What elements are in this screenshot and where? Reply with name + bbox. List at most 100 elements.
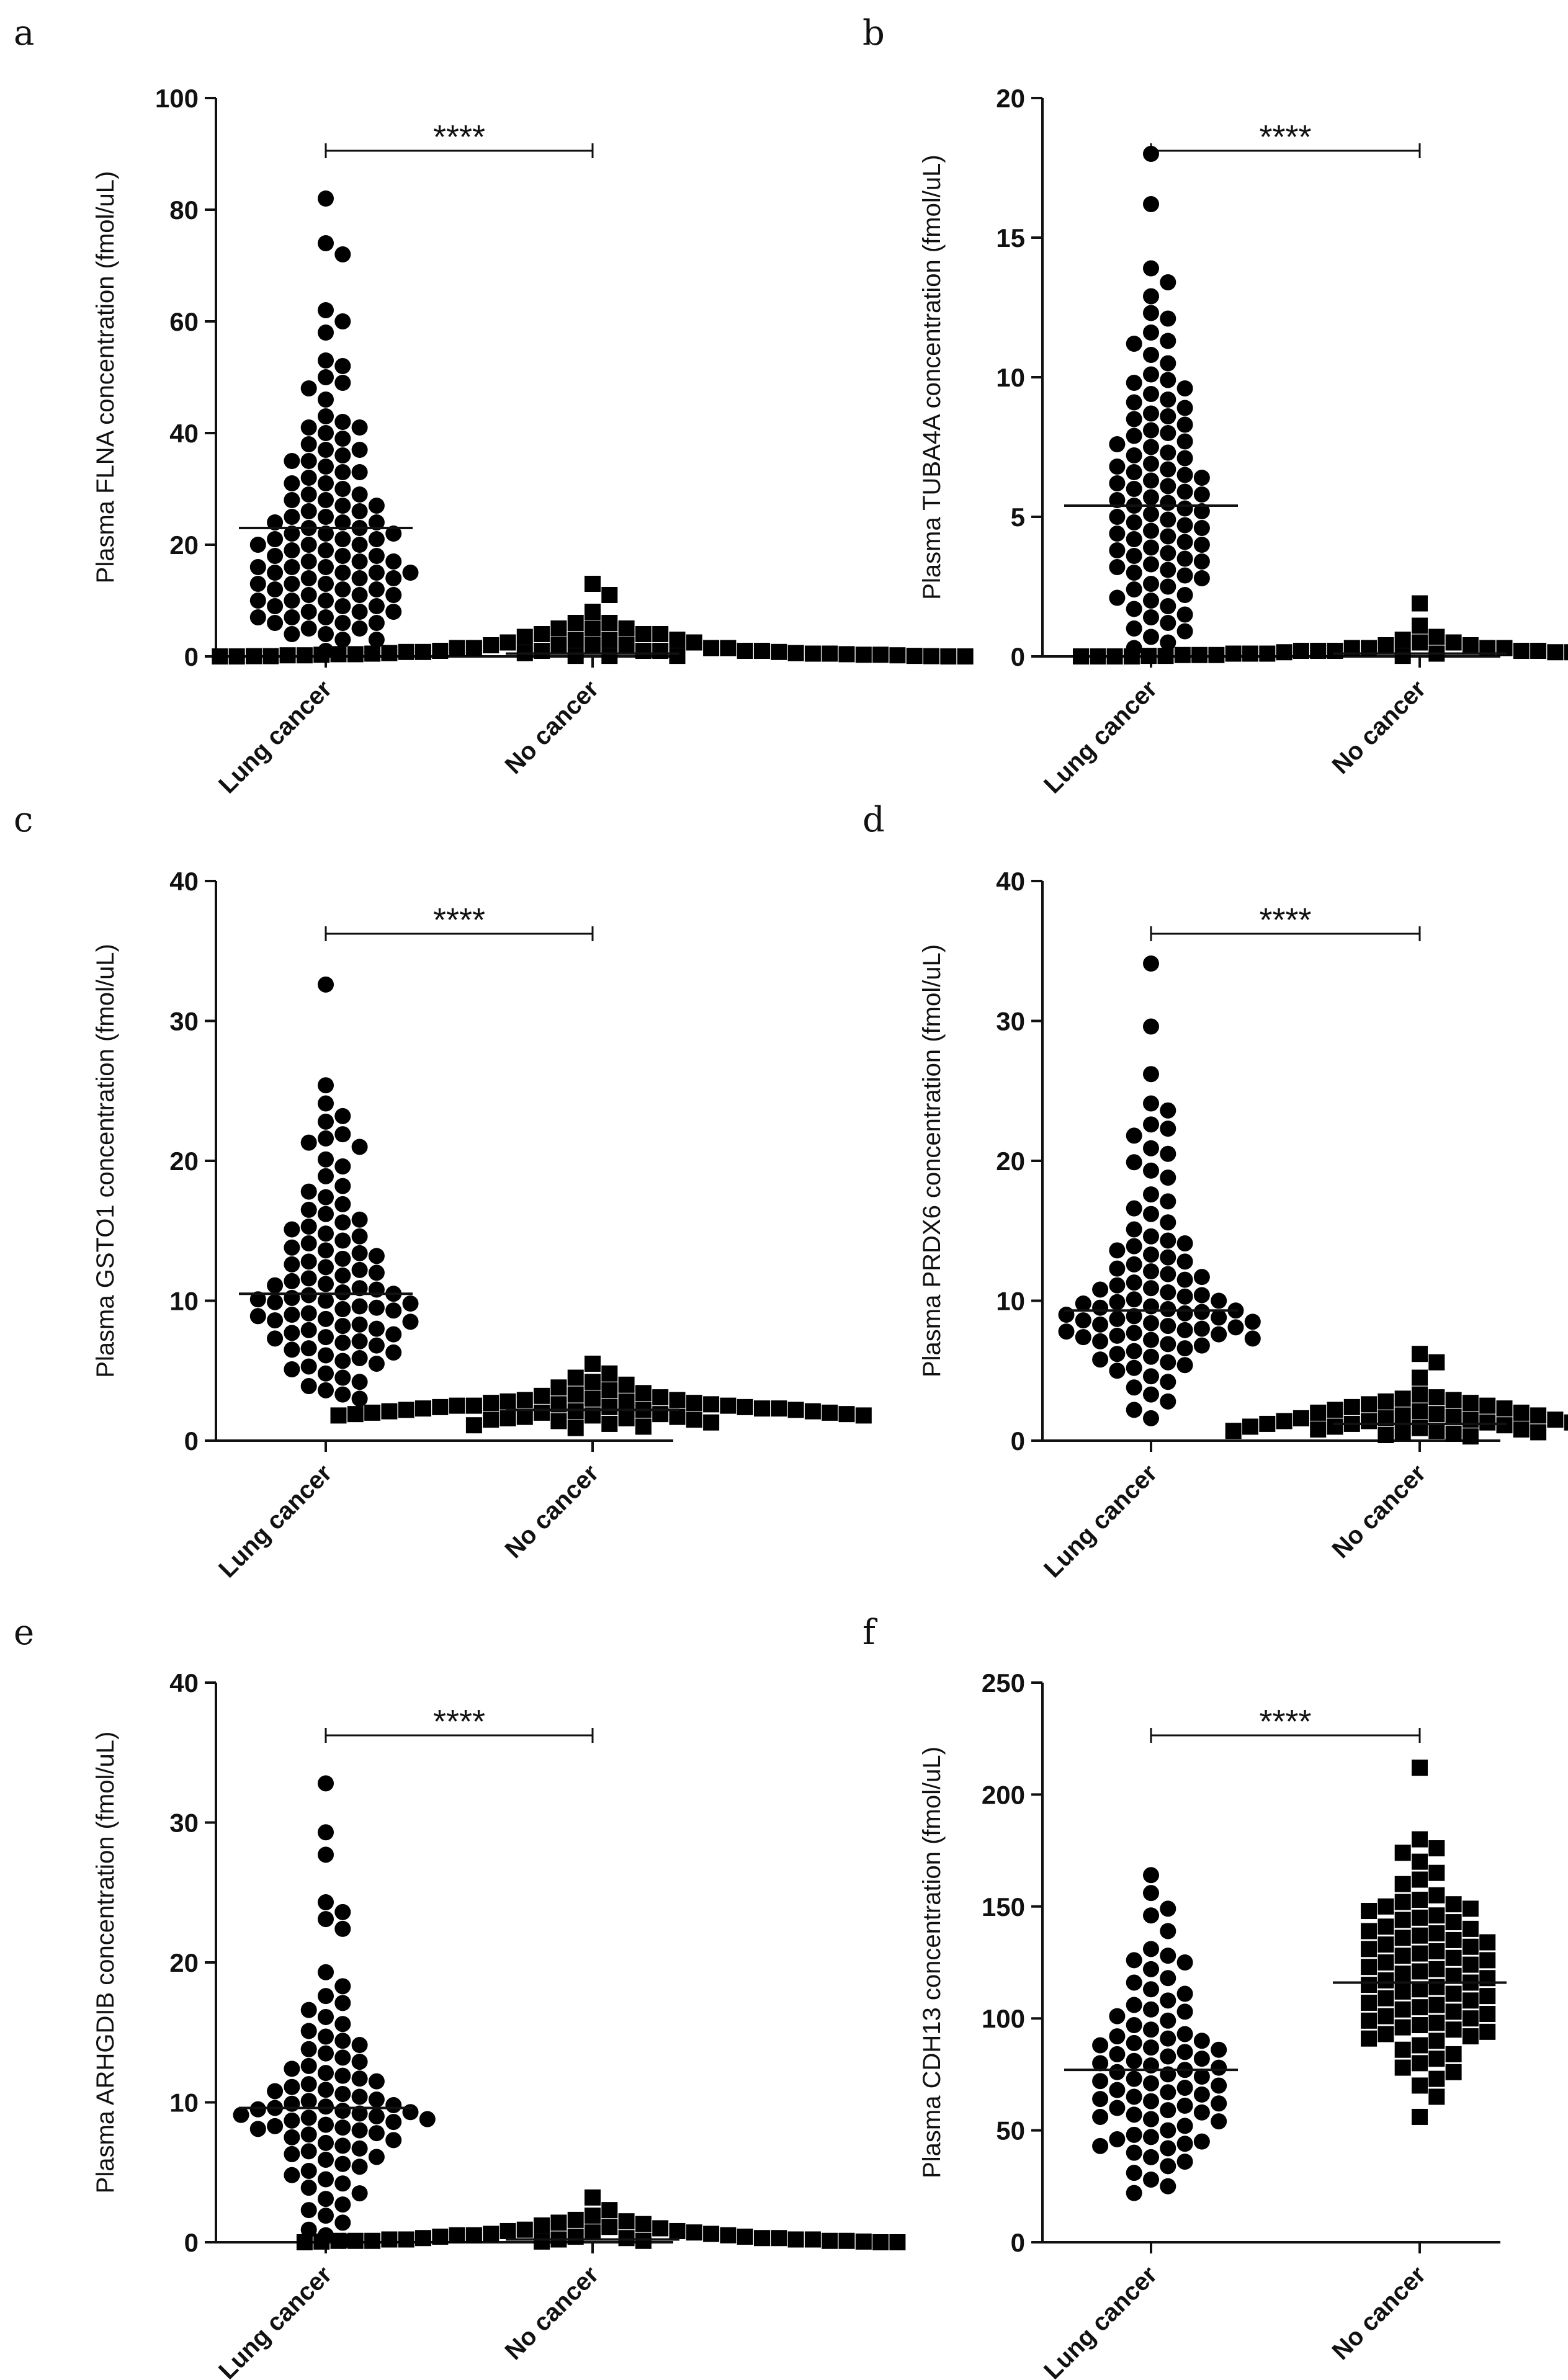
- data-point: [1160, 1214, 1176, 1231]
- data-point: [300, 2162, 317, 2179]
- data-point: [1176, 1322, 1193, 1338]
- data-point: [1327, 643, 1343, 659]
- data-point: [284, 2167, 300, 2183]
- data-point: [1126, 1997, 1142, 2013]
- data-point: [381, 1403, 398, 1420]
- data-point: [318, 1242, 334, 1259]
- data-point: [351, 604, 368, 620]
- data-point: [267, 531, 284, 547]
- data-point: [1092, 2137, 1109, 2154]
- data-point: [334, 431, 351, 447]
- data-point: [1193, 553, 1210, 570]
- data-point: [300, 1322, 317, 1338]
- data-point: [1143, 439, 1159, 455]
- data-point: [385, 2132, 402, 2149]
- data-point: [368, 615, 385, 631]
- data-point: [618, 2230, 635, 2247]
- y-tick-label: 30: [169, 1007, 199, 1036]
- data-point: [1160, 634, 1176, 651]
- data-point: [1394, 1983, 1411, 2000]
- data-point: [334, 1353, 351, 1369]
- data-point: [703, 640, 720, 656]
- data-point: [1143, 556, 1159, 573]
- data-point: [284, 626, 300, 642]
- data-point: [1143, 2039, 1159, 2056]
- data-point: [385, 570, 402, 586]
- data-point: [1394, 1407, 1411, 1424]
- data-point: [838, 1406, 855, 1423]
- data-point: [1378, 1936, 1394, 1953]
- data-point: [318, 1276, 334, 1292]
- data-point: [1143, 196, 1159, 212]
- data-point: [1126, 2144, 1142, 2161]
- data-point: [1211, 2077, 1227, 2094]
- data-point: [1193, 570, 1210, 586]
- data-point: [300, 2093, 317, 2109]
- data-point: [1412, 634, 1428, 651]
- data-point: [1462, 1428, 1479, 1445]
- data-point: [318, 2098, 334, 2115]
- data-point: [1143, 1140, 1159, 1156]
- data-point: [1143, 260, 1159, 277]
- data-point: [516, 629, 533, 645]
- data-point: [351, 2037, 368, 2054]
- data-point: [1106, 648, 1123, 664]
- data-point: [318, 2028, 334, 2045]
- series-1: [330, 1355, 872, 1436]
- data-point: [1092, 1333, 1109, 1349]
- data-point: [1479, 1988, 1496, 2005]
- data-point: [1176, 2154, 1193, 2170]
- data-point: [1126, 1274, 1142, 1291]
- data-point: [1176, 1305, 1193, 1322]
- data-point: [550, 2214, 567, 2231]
- data-point: [318, 1347, 334, 1364]
- data-point: [368, 1337, 385, 1354]
- data-point: [1160, 425, 1176, 441]
- data-point: [249, 609, 266, 625]
- data-point: [1109, 492, 1126, 508]
- data-point: [1143, 1246, 1159, 1263]
- data-point: [351, 620, 368, 637]
- data-point: [618, 1393, 635, 1410]
- data-point: [300, 2202, 317, 2219]
- data-point: [1176, 2003, 1193, 2020]
- data-point: [318, 459, 334, 475]
- data-point: [284, 1256, 300, 1273]
- data-point: [368, 2091, 385, 2108]
- data-point: [1428, 629, 1445, 645]
- data-point: [300, 470, 317, 486]
- data-point: [1092, 2073, 1109, 2090]
- data-point: [284, 609, 300, 625]
- data-point: [1564, 1414, 1568, 1431]
- data-point: [1160, 528, 1176, 545]
- data-point: [1176, 2044, 1193, 2060]
- data-point: [267, 565, 284, 581]
- data-point: [1126, 548, 1142, 564]
- data-point: [381, 645, 398, 661]
- data-point: [703, 1414, 720, 1431]
- data-point: [318, 1894, 334, 1911]
- y-tick-label: 0: [1011, 2228, 1025, 2257]
- data-point: [1412, 1909, 1428, 1926]
- data-point: [669, 1392, 686, 1408]
- data-point: [1160, 478, 1176, 494]
- significance-label: ****: [433, 901, 485, 939]
- data-point: [1428, 1423, 1445, 1439]
- data-point: [1109, 2082, 1126, 2098]
- data-point: [652, 2220, 669, 2237]
- data-point: [300, 553, 317, 570]
- data-point: [300, 570, 317, 586]
- data-point: [318, 2045, 334, 2062]
- data-point: [1445, 2003, 1462, 2020]
- data-point: [1412, 1831, 1428, 1848]
- data-point: [1109, 559, 1126, 575]
- data-point: [1361, 1959, 1378, 1975]
- data-point: [1513, 643, 1530, 659]
- data-point: [334, 1232, 351, 1249]
- data-point: [567, 2228, 584, 2245]
- data-point: [1126, 581, 1142, 597]
- data-point: [368, 598, 385, 614]
- data-point: [465, 640, 482, 656]
- data-point: [1244, 1330, 1261, 1347]
- data-point: [351, 2105, 368, 2122]
